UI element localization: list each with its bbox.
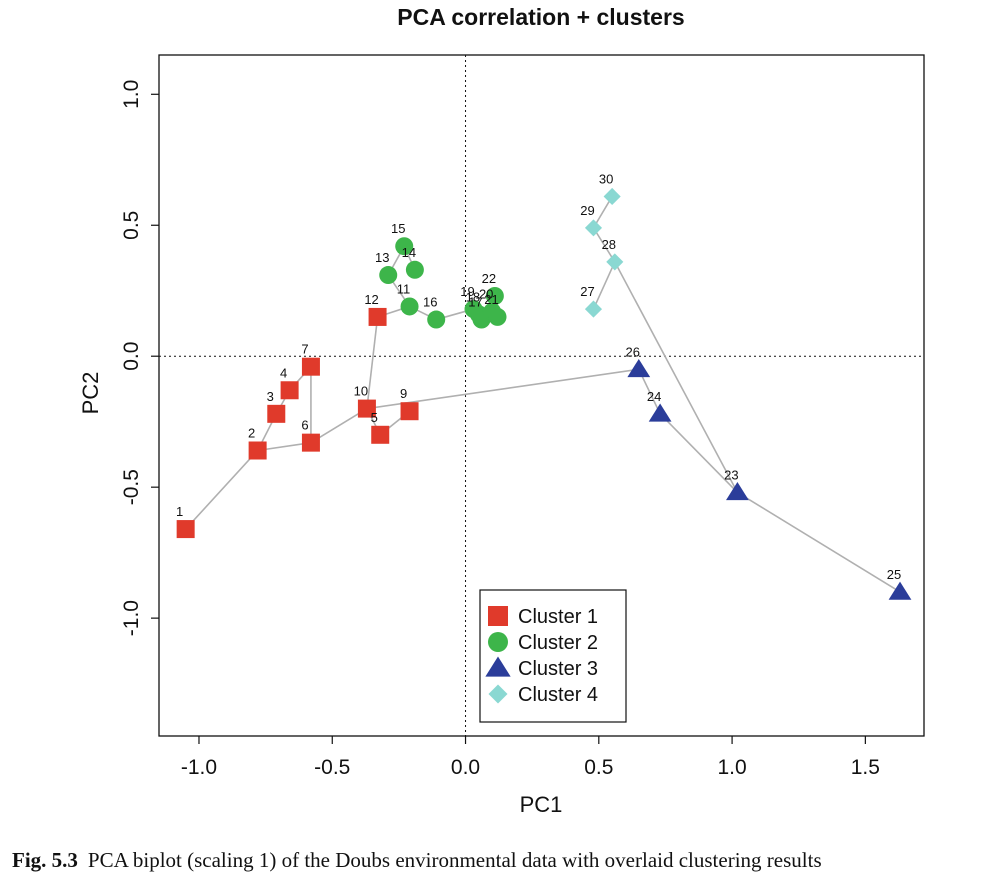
legend-marker-1	[488, 606, 508, 626]
data-point-12	[368, 307, 387, 326]
data-point-3	[267, 404, 286, 423]
x-tick-label: 0.0	[451, 756, 480, 779]
point-label-22: 22	[482, 271, 496, 286]
point-label-17: 17	[468, 295, 482, 310]
point-label-11: 11	[397, 281, 411, 296]
y-tick-label: -0.5	[120, 469, 143, 505]
x-tick-label: -0.5	[314, 756, 350, 779]
data-point-24	[648, 403, 672, 422]
point-label-26: 26	[626, 344, 640, 359]
data-point-10	[357, 399, 376, 418]
y-tick-label: 0.5	[120, 211, 143, 240]
point-label-20: 20	[479, 287, 493, 302]
data-point-13	[379, 266, 398, 285]
x-tick-label: -1.0	[181, 756, 217, 779]
data-point-2	[248, 441, 267, 460]
data-point-19	[464, 300, 483, 319]
point-label-10: 10	[354, 384, 368, 399]
point-label-1: 1	[176, 504, 183, 519]
point-label-19: 19	[460, 284, 474, 299]
tree-edge	[366, 316, 379, 409]
legend-label-3: Cluster 3	[518, 658, 598, 680]
point-label-30: 30	[599, 171, 613, 186]
point-label-21: 21	[484, 292, 498, 307]
pca-cluster-chart: PCA correlation + clusters -1.0 -0.5 0.0 0.…	[78, 4, 925, 817]
point-label-27: 27	[580, 284, 594, 299]
legend-label-1: Cluster 1	[518, 606, 598, 628]
point-label-4: 4	[280, 365, 287, 380]
tree-edge	[185, 449, 259, 530]
point-label-2: 2	[248, 426, 255, 441]
figure-caption: Fig. 5.3 PCA biplot (scaling 1) of the Do…	[12, 848, 992, 873]
point-label-15: 15	[391, 221, 405, 236]
data-point-14	[405, 260, 424, 279]
x-tick-label: 1.5	[851, 756, 880, 779]
tree-edge	[310, 407, 368, 444]
legend-marker-4	[488, 684, 508, 704]
tree-edge	[592, 227, 616, 263]
data-point-4	[280, 381, 299, 400]
x-tick-label: 0.5	[584, 756, 613, 779]
x-tick-label: 1.0	[717, 756, 746, 779]
tree-edge	[614, 261, 739, 493]
point-label-18: 18	[466, 289, 480, 304]
point-label-16: 16	[423, 295, 437, 310]
legend-marker-2	[488, 632, 508, 652]
chart-title: PCA correlation + clusters	[397, 4, 684, 30]
point-label-24: 24	[647, 389, 661, 404]
point-label-6: 6	[301, 418, 308, 433]
tree-edge	[659, 413, 738, 493]
legend-label-4: Cluster 4	[518, 684, 598, 706]
data-point-30	[603, 187, 621, 205]
data-point-27	[584, 300, 603, 318]
legend-label-2: Cluster 2	[518, 632, 598, 654]
point-label-14: 14	[402, 245, 416, 260]
y-axis-label: PC2	[78, 372, 103, 415]
data-point-25	[888, 581, 912, 600]
point-label-3: 3	[267, 389, 274, 404]
data-point-23	[726, 482, 749, 501]
point-label-7: 7	[301, 342, 308, 357]
data-point-22	[485, 286, 504, 305]
point-label-9: 9	[400, 386, 407, 401]
point-label-25: 25	[887, 567, 901, 582]
tree-edge	[366, 368, 639, 410]
point-label-29: 29	[580, 203, 594, 218]
point-label-28: 28	[602, 237, 616, 252]
data-point-21	[488, 307, 507, 326]
data-point-9	[400, 402, 419, 421]
data-point-16	[427, 310, 446, 329]
y-tick-label: 0.0	[120, 342, 143, 371]
data-point-29	[584, 219, 603, 237]
data-point-6	[301, 433, 320, 452]
data-point-28	[606, 253, 624, 271]
tree-edge	[592, 261, 616, 310]
y-tick-label: -1.0	[120, 600, 143, 636]
point-label-12: 12	[364, 292, 378, 307]
x-axis-label: PC1	[520, 792, 563, 817]
data-point-26	[627, 358, 651, 378]
data-point-5	[371, 425, 390, 444]
data-point-11	[400, 297, 419, 316]
plot-frame	[158, 54, 925, 737]
legend-marker-3	[485, 656, 511, 677]
data-point-1	[176, 520, 195, 539]
figure-caption-text: PCA biplot (scaling 1) of the Doubs envi…	[87, 848, 822, 872]
tree-edge	[736, 491, 901, 593]
point-label-23: 23	[724, 467, 738, 482]
point-label-13: 13	[375, 250, 389, 265]
y-tick-label: 1.0	[120, 80, 143, 109]
data-point-7	[301, 357, 320, 376]
data-point-15	[395, 237, 414, 256]
legend: Cluster 1 Cluster 2 Cluster 3 Cluster 4	[479, 589, 627, 723]
figure-number: Fig. 5.3	[12, 848, 78, 872]
point-label-5: 5	[371, 410, 378, 425]
